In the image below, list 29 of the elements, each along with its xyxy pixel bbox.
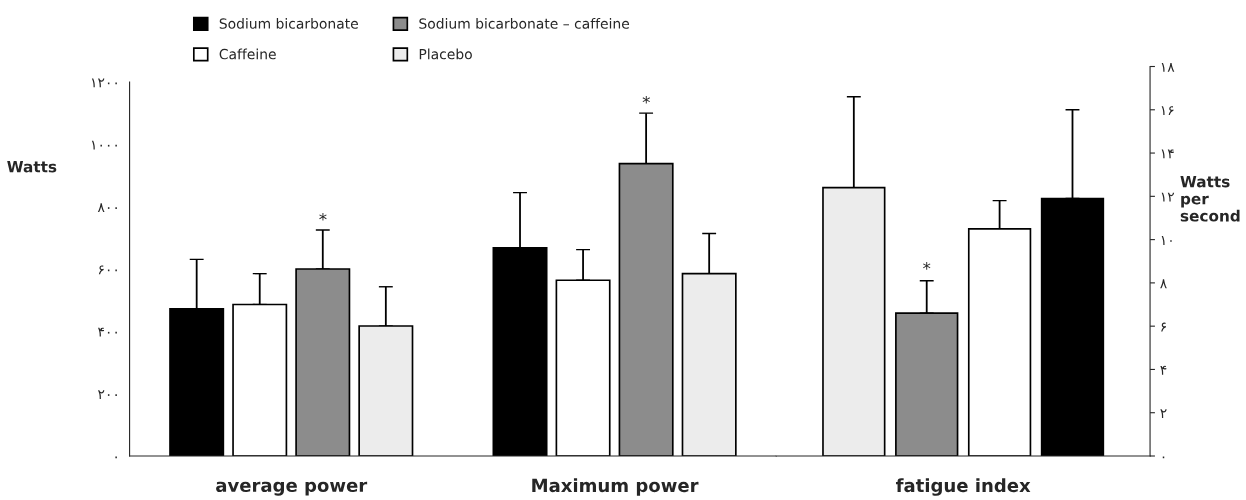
legend-label: Placebo [419, 48, 472, 60]
annotation: * [923, 262, 931, 270]
y-tick-label: ۱۶ [1161, 106, 1174, 116]
y-tick-label: ۱۰۰۰ [91, 140, 117, 150]
y-tick-label: ۱۰ [1161, 236, 1172, 245]
x-tick-label: average power [216, 481, 368, 496]
y-tick-label: ۲۰۰ [98, 390, 117, 399]
y-tick-label: ۸۰۰ [97, 203, 117, 212]
x-tick-label: Maximum power [532, 478, 699, 496]
y-tick-label: ۶۰۰ [98, 265, 117, 275]
legend-label: Sodium bicarbonate [219, 18, 358, 29]
y-tick-label: ۸ [1160, 279, 1167, 289]
y-tick-label: ۶ [1161, 322, 1166, 332]
y-tick-label: ۰ [115, 456, 117, 459]
y-axis-title: Watts per second [1180, 176, 1240, 222]
y-tick-label: ۱۸ [1161, 62, 1175, 72]
x-tick-label: fatigue index [895, 478, 1031, 496]
legend-label: Caffeine [219, 48, 276, 60]
y-axis-title: Watts [7, 161, 57, 173]
y-tick-label: ۲ [1160, 409, 1167, 418]
legend-label: Sodium bicarbonate – caffeine [419, 18, 630, 29]
annotation: * [319, 212, 327, 221]
y-tick-label: ۱۴ [1161, 149, 1174, 159]
annotation: * [642, 95, 650, 104]
y-tick-label: ۰ [1162, 456, 1165, 459]
y-tick-label: ۴۰۰ [98, 327, 117, 337]
y-tick-label: ۴ [1160, 365, 1167, 375]
y-tick-label: ۱۲ [1161, 192, 1175, 202]
y-tick-label: ۱۲۰۰ [91, 78, 117, 88]
